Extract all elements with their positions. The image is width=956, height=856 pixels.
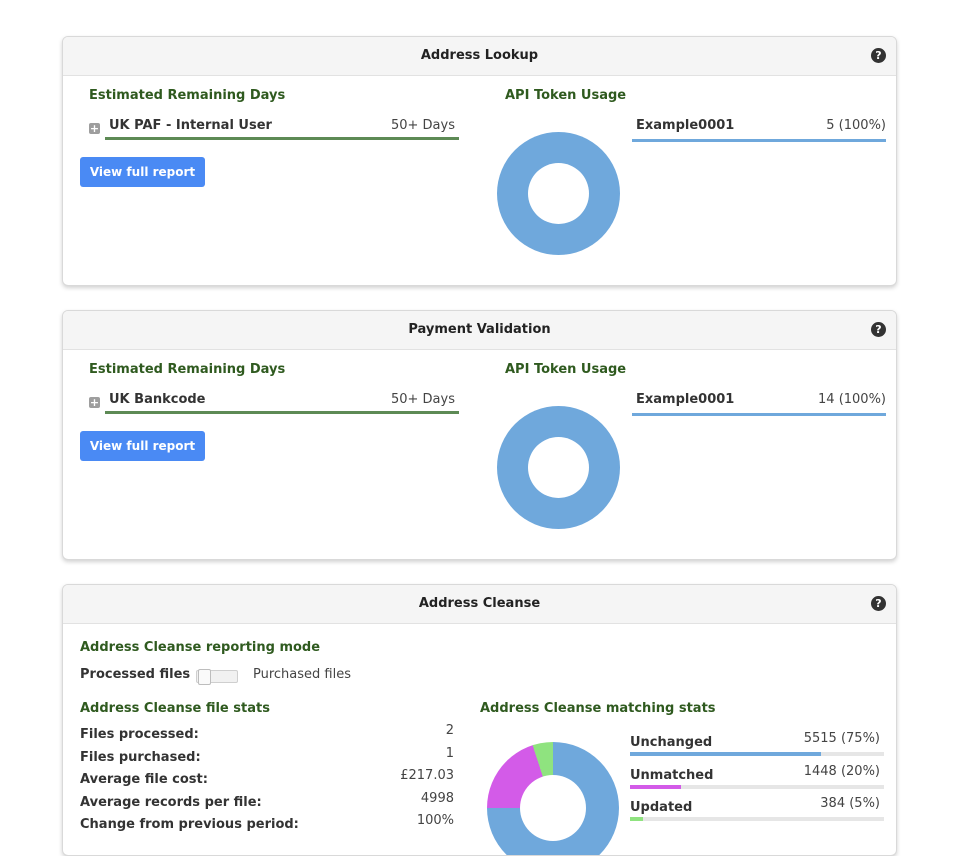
file-stats-list: Files processed: 2 Files purchased: 1 Av… [80,723,454,836]
remaining-days-value: 50+ Days [390,392,455,407]
reporting-mode-title: Address Cleanse reporting mode [80,640,321,655]
token-user-label: Example0001 [636,392,735,407]
matching-track [630,784,884,789]
remaining-days-title: Estimated Remaining Days [89,88,286,103]
stat-label: Average file cost: [80,772,208,787]
address-lookup-panel: Address Lookup ? Estimated Remaining Day… [62,36,897,286]
stat-label: Files purchased: [80,749,201,765]
matching-track [630,817,884,821]
matching-fill [630,752,821,756]
panel-title: Address Cleanse [63,585,896,624]
matching-row: Unmatched 1448 (20%) [630,764,884,797]
token-usage-donut [497,406,620,529]
stat-label: Average records per file: [80,794,262,810]
panel-title: Payment Validation [63,311,896,350]
donut-hole [520,775,586,841]
view-full-report-button[interactable]: View full report [80,431,205,461]
expand-plus-icon[interactable]: + [89,396,100,409]
stat-value: 100% [416,813,454,828]
stat-label: Change from previous period: [80,817,299,832]
help-icon[interactable]: ? [871,322,886,337]
matching-value: 1448 (20%) [803,763,880,779]
service-label: UK PAF - Internal User [109,118,272,133]
matching-value: 384 (5%) [820,796,880,811]
help-icon[interactable]: ? [871,596,886,611]
stat-value: 2 [445,723,454,738]
matching-track [630,752,884,756]
token-user-value: 14 (100%) [818,392,886,407]
token-user-value: 5 (100%) [826,118,886,133]
stat-value: 1 [445,745,454,761]
matching-stats-title: Address Cleanse matching stats [480,701,716,716]
matching-label: Unmatched [630,767,714,783]
remaining-days-title: Estimated Remaining Days [89,362,286,377]
matching-label: Unchanged [630,735,713,750]
token-user-label: Example0001 [636,118,735,133]
panel-title: Address Lookup [63,37,896,76]
stat-label: Files processed: [80,727,199,742]
view-full-report-button[interactable]: View full report [80,157,205,187]
remaining-days-value: 50+ Days [390,118,455,133]
api-token-usage-title: API Token Usage [505,88,627,103]
matching-row: Unchanged 5515 (75%) [630,731,884,764]
stat-row: Average file cost: £217.03 [80,768,454,791]
reporting-mode-toggle[interactable] [196,669,238,685]
stat-row: Files processed: 2 [80,723,454,746]
processed-files-label: Processed files [80,667,191,682]
matching-label: Updated [630,800,693,815]
matching-row: Updated 384 (5%) [630,796,884,829]
file-stats-title: Address Cleanse file stats [80,701,270,716]
payment-validation-panel: Payment Validation ? Estimated Remaining… [62,310,897,560]
token-user-bar [632,413,886,416]
donut-hole [528,437,589,498]
stat-row: Files purchased: 1 [80,746,454,769]
matching-value: 5515 (75%) [803,731,880,746]
matching-list: Unchanged 5515 (75%) Unmatched 1448 (20%… [630,731,884,829]
stat-value: £217.03 [400,768,454,783]
matching-fill [630,817,643,821]
toggle-knob[interactable] [198,669,211,685]
stat-value: 4998 [420,790,454,806]
remaining-days-bar [105,137,459,140]
stat-row: Change from previous period: 100% [80,813,454,836]
remaining-days-bar [105,411,459,414]
address-cleanse-panel: Address Cleanse ? Address Cleanse report… [62,584,897,856]
matching-donut [487,742,619,855]
expand-plus-icon[interactable]: + [89,122,100,135]
matching-fill [630,784,681,789]
help-icon[interactable]: ? [871,48,886,63]
token-user-bar [632,139,886,142]
token-usage-donut [497,132,620,255]
api-token-usage-title: API Token Usage [505,362,627,377]
purchased-files-label: Purchased files [253,667,351,682]
service-label: UK Bankcode [109,392,206,407]
stat-row: Average records per file: 4998 [80,791,454,814]
donut-hole [528,163,589,224]
